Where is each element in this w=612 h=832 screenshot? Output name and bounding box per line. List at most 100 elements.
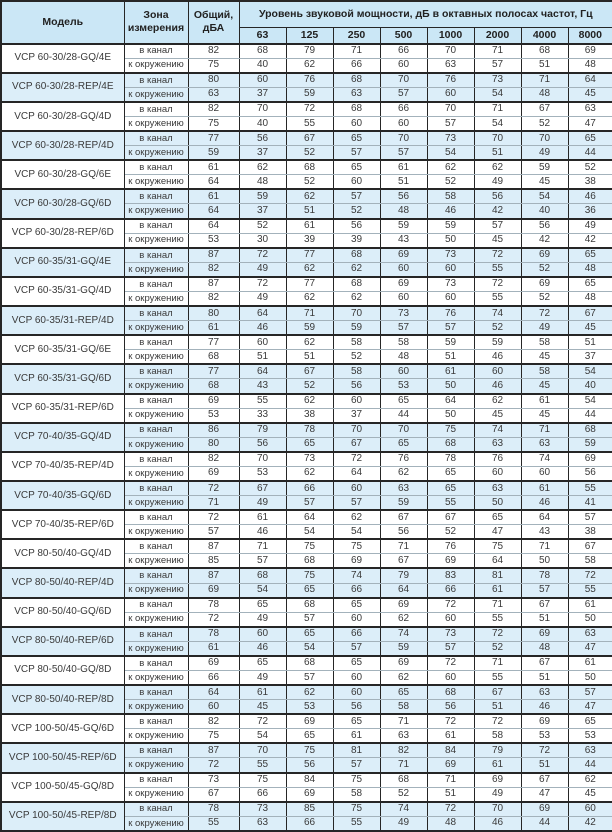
level-cell-63: 48 xyxy=(238,174,287,191)
level-cell-250: 64 xyxy=(332,466,381,482)
level-cell-8000: 38 xyxy=(567,524,612,541)
zone-cell-duct: в канал xyxy=(123,479,189,497)
table-row-duct: VCP 60-35/31-REP/6D в канал 69 55 62 60 65 64 62… xyxy=(0,392,612,424)
total-dba-cell: 61 xyxy=(187,188,240,205)
total-dba-cell: 61 xyxy=(187,320,240,337)
model-name-cell: VCP 70-40/35-GQ/6D xyxy=(0,479,125,511)
zone-cell-duct: в канал xyxy=(123,800,189,817)
level-cell-500: 62 xyxy=(379,670,428,687)
level-cell-4000: 42 xyxy=(520,233,569,249)
level-cell-63: 49 xyxy=(238,262,287,278)
level-cell-8000: 38 xyxy=(567,174,612,191)
level-cell-8000: 45 xyxy=(567,87,612,103)
level-cell-8000: 53 xyxy=(567,728,612,745)
zone-cell-ambient: к окружению xyxy=(123,87,189,103)
level-cell-2000: 60 xyxy=(473,466,522,482)
table-row-duct: VCP 60-30/28-GQ/4E в канал 82 68 79 71 66 70 71 6… xyxy=(0,42,612,74)
total-dba-cell: 73 xyxy=(187,771,240,788)
level-cell-2000: 72 xyxy=(473,275,522,292)
level-cell-2000: 46 xyxy=(473,816,522,832)
level-cell-500: 57 xyxy=(379,145,428,162)
level-cell-125: 57 xyxy=(285,670,334,687)
table-row-ambient: к окружению 53 30 39 39 43 50 45 42 42 xyxy=(1,233,612,249)
level-cell-4000: 70 xyxy=(520,130,569,147)
level-cell-63: 49 xyxy=(238,612,287,628)
level-cell-8000: 46 xyxy=(567,188,612,205)
level-cell-63: 64 xyxy=(238,305,287,322)
level-cell-250: 70 xyxy=(332,421,381,438)
level-cell-250: 75 xyxy=(332,538,381,555)
level-cell-1000: 83 xyxy=(426,567,475,584)
total-dba-cell: 72 xyxy=(187,479,240,497)
level-cell-125: 75 xyxy=(285,538,334,555)
level-cell-1000: 58 xyxy=(426,188,475,205)
level-cell-125: 85 xyxy=(285,800,334,817)
zone-cell-ambient: к окружению xyxy=(123,699,189,716)
level-cell-125: 68 xyxy=(285,159,334,176)
level-cell-250: 62 xyxy=(332,262,381,278)
level-cell-4000: 48 xyxy=(520,87,569,103)
level-cell-4000: 40 xyxy=(520,203,569,220)
total-dba-cell: 68 xyxy=(187,349,240,366)
zone-cell-duct: в канал xyxy=(123,71,189,88)
table-row-ambient: к окружению 55 63 66 55 49 48 46 44 42 xyxy=(1,816,612,832)
level-cell-250: 74 xyxy=(332,567,381,584)
level-cell-125: 62 xyxy=(285,392,334,409)
level-cell-2000: 70 xyxy=(473,130,522,147)
level-cell-1000: 59 xyxy=(426,217,475,234)
level-cell-500: 74 xyxy=(379,625,428,642)
level-cell-125: 62 xyxy=(285,684,334,701)
level-cell-250: 57 xyxy=(332,641,381,657)
zone-cell-duct: в канал xyxy=(123,100,189,118)
level-cell-500: 59 xyxy=(379,641,428,657)
total-dba-cell: 69 xyxy=(187,583,240,599)
level-cell-250: 60 xyxy=(332,670,381,687)
total-dba-cell: 75 xyxy=(187,116,240,133)
level-cell-125: 38 xyxy=(285,408,334,424)
level-cell-500: 65 xyxy=(379,392,428,409)
total-dba-cell: 53 xyxy=(187,233,240,249)
model-name-cell: VCP 100-50/45-REP/8D xyxy=(0,800,125,832)
total-dba-cell: 69 xyxy=(187,466,240,482)
level-cell-125: 65 xyxy=(285,583,334,599)
level-cell-4000: 63 xyxy=(520,684,569,701)
table-row-duct: VCP 60-35/31-REP/4D в канал 80 64 71 70 73 76 74… xyxy=(0,305,612,336)
zone-cell-duct: в канал xyxy=(123,596,189,613)
table-row-duct: VCP 100-50/45-REP/8D в канал 78 73 85 75 74 72 7… xyxy=(0,800,612,832)
level-cell-1000: 70 xyxy=(426,100,475,118)
zone-cell-duct: в канал xyxy=(123,713,189,730)
level-cell-1000: 73 xyxy=(426,625,475,642)
zone-cell-duct: в канал xyxy=(123,217,189,234)
level-cell-2000: 71 xyxy=(473,42,522,59)
table-row-ambient: к окружению 59 37 52 57 57 54 51 49 44 xyxy=(1,145,612,162)
model-name-cell: VCP 100-50/45-GQ/8D xyxy=(0,771,125,803)
table-body: VCP 60-30/28-GQ/4E в канал 82 68 79 71 66 70 71 6… xyxy=(0,42,612,832)
level-cell-125: 52 xyxy=(285,378,334,395)
level-cell-1000: 76 xyxy=(426,538,475,555)
level-cell-125: 39 xyxy=(285,233,334,249)
level-cell-500: 65 xyxy=(379,437,428,453)
level-cell-1000: 57 xyxy=(426,116,475,133)
level-cell-4000: 78 xyxy=(520,567,569,584)
level-cell-8000: 44 xyxy=(567,408,612,424)
zone-cell-duct: в канал xyxy=(123,305,189,322)
level-cell-1000: 72 xyxy=(426,596,475,613)
level-cell-2000: 71 xyxy=(473,654,522,671)
level-cell-2000: 55 xyxy=(473,670,522,687)
level-cell-63: 64 xyxy=(238,363,287,380)
level-cell-250: 65 xyxy=(332,159,381,176)
level-cell-63: 40 xyxy=(238,58,287,74)
level-cell-63: 73 xyxy=(238,800,287,817)
level-cell-63: 72 xyxy=(238,275,287,292)
zone-cell-ambient: к окружению xyxy=(123,670,189,687)
level-cell-4000: 45 xyxy=(520,378,569,395)
level-cell-8000: 63 xyxy=(567,100,612,118)
level-cell-63: 60 xyxy=(238,625,287,642)
level-cell-4000: 63 xyxy=(520,437,569,453)
level-cell-8000: 67 xyxy=(567,305,612,322)
level-cell-8000: 40 xyxy=(567,378,612,395)
level-cell-2000: 63 xyxy=(473,437,522,453)
zone-cell-ambient: к окружению xyxy=(123,58,189,74)
table-row-duct: VCP 60-30/28-GQ/4D в канал 82 70 72 68 66 70 71 6… xyxy=(0,100,612,132)
level-cell-500: 66 xyxy=(379,42,428,59)
